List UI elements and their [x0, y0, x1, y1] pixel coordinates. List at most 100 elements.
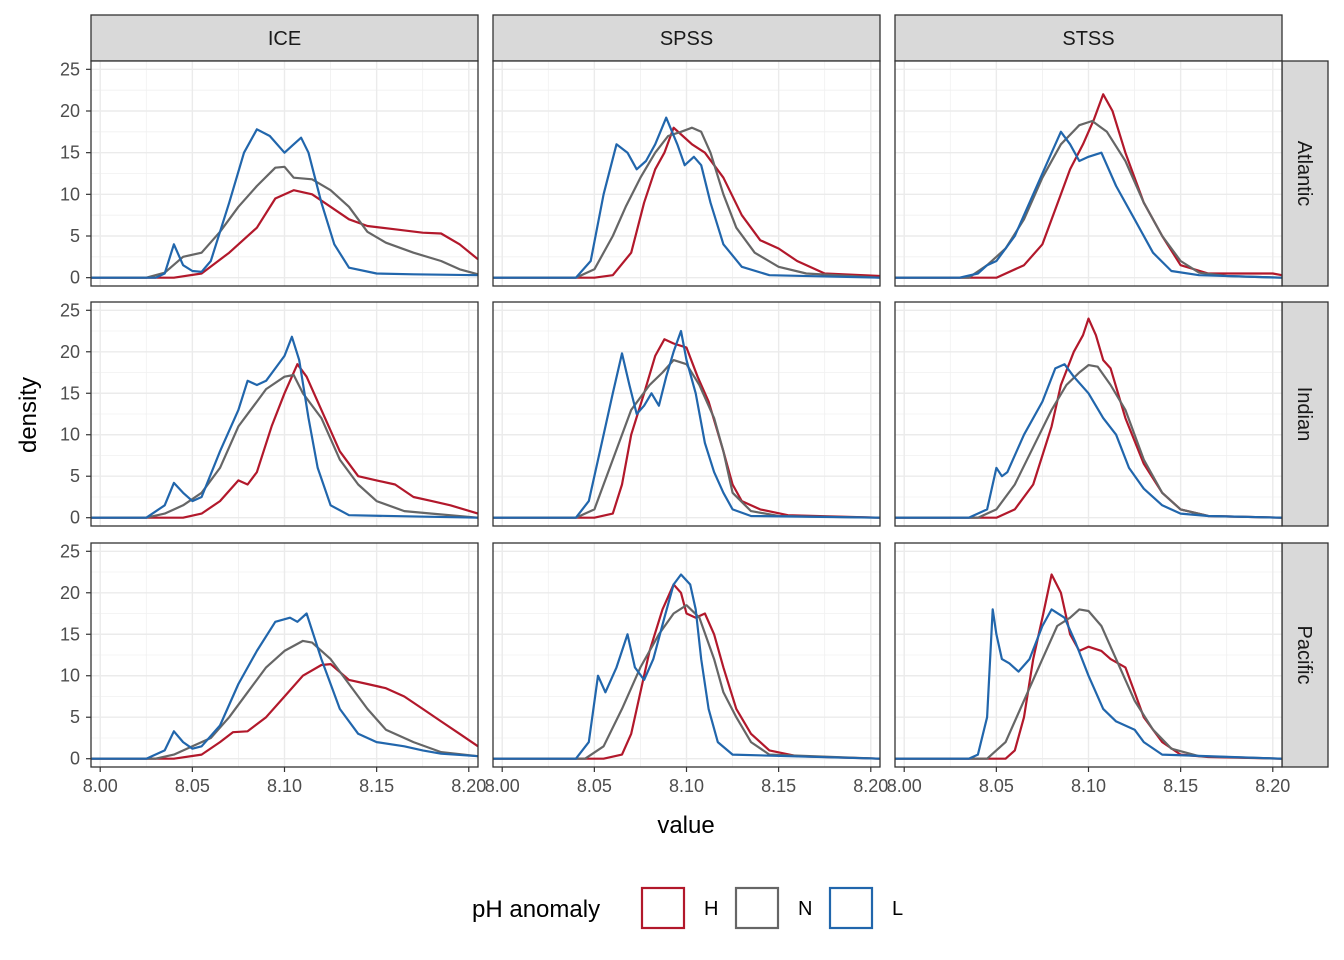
- strip-col-label: SPSS: [660, 28, 713, 50]
- y-tick-label: 0: [70, 268, 80, 288]
- series-line-n: [493, 604, 881, 760]
- series-line-l: [91, 335, 479, 519]
- legend-entry-l: L: [828, 886, 903, 930]
- strip-col-label: STSS: [1062, 28, 1114, 50]
- y-tick-label: 25: [60, 59, 80, 79]
- strip-col-stss: STSS: [894, 14, 1283, 62]
- x-tick-label: 8.15: [1163, 776, 1198, 796]
- series-line-h: [895, 573, 1283, 760]
- x-axis-stss: 8.00 8.05 8.10 8.15 8.20: [887, 767, 1290, 796]
- x-axes-layer: 8.00 8.05 8.10 8.15 8.208.00 8.05 8.10 8.15 8.20…: [83, 767, 1290, 796]
- strip-col-label: ICE: [268, 28, 301, 50]
- y-tick-label: 15: [60, 624, 80, 644]
- strip-row-indian: Indian: [1281, 301, 1329, 527]
- panel-indian-stss: [894, 301, 1283, 527]
- strip-row-label: Pacific: [1293, 626, 1315, 685]
- y-tick-label: 15: [60, 383, 80, 403]
- legend-label: N: [798, 898, 812, 920]
- x-tick-label: 8.20: [1255, 776, 1290, 796]
- series-line-l: [493, 573, 881, 760]
- series-line-n: [493, 126, 881, 279]
- y-axis-pacific: 0 5 10 15 20 25: [60, 541, 91, 769]
- series-line-h: [493, 126, 881, 279]
- y-axis-title: density: [15, 377, 42, 453]
- y-axis-atlantic: 0 5 10 15 20 25: [60, 59, 91, 288]
- series-line-n: [895, 608, 1283, 760]
- strip-row-box: [1281, 301, 1329, 527]
- panel-indian-spss: [492, 301, 881, 527]
- panel-atlantic-spss: [492, 60, 881, 287]
- y-tick-label: 10: [60, 666, 80, 686]
- series-line-l: [91, 612, 479, 760]
- x-tick-label: 8.20: [853, 776, 888, 796]
- series-line-l: [895, 363, 1283, 519]
- legend-key: [828, 886, 874, 930]
- panel-border: [894, 60, 1283, 287]
- y-tick-label: 20: [60, 583, 80, 603]
- strip-row-pacific: Pacific: [1281, 542, 1329, 768]
- panel-atlantic-ice: [90, 60, 479, 287]
- series-line-l: [493, 329, 881, 519]
- y-tick-label: 0: [70, 749, 80, 769]
- x-tick-label: 8.10: [267, 776, 302, 796]
- x-tick-label: 8.15: [359, 776, 394, 796]
- y-tick-label: 10: [60, 184, 80, 204]
- panel-border: [492, 301, 881, 527]
- panel-border: [90, 60, 479, 287]
- x-axis-spss: 8.00 8.05 8.10 8.15 8.20: [485, 767, 888, 796]
- strip-row-label: Indian: [1293, 387, 1315, 442]
- y-axes-layer: 0 5 10 15 20 25 0 5 10 15 20 25 0 5 10 15 20 25: [60, 59, 91, 769]
- panel-border: [90, 301, 479, 527]
- legend-key: [734, 886, 780, 930]
- legend-label: H: [704, 898, 718, 920]
- strip-col-box: [894, 14, 1283, 62]
- y-tick-label: 10: [60, 425, 80, 445]
- legend-key: [640, 886, 686, 930]
- strip-col-ice: ICE: [90, 14, 479, 62]
- panel-pacific-ice: [90, 542, 479, 768]
- x-tick-label: 8.10: [1071, 776, 1106, 796]
- panel-pacific-spss: [492, 542, 881, 768]
- series-line-n: [91, 373, 479, 519]
- strip-col-spss: SPSS: [492, 14, 881, 62]
- series-line-l: [493, 116, 881, 279]
- y-tick-label: 15: [60, 143, 80, 163]
- series-line-h: [91, 363, 479, 519]
- panel-pacific-stss: [894, 542, 1283, 768]
- strip-row-atlantic: Atlantic: [1281, 60, 1329, 287]
- series-line-n: [895, 364, 1283, 519]
- series-line-n: [895, 119, 1283, 279]
- x-tick-label: 8.05: [175, 776, 210, 796]
- legend-entry-n: N: [734, 886, 812, 930]
- panel-border: [492, 60, 881, 287]
- x-tick-label: 8.00: [83, 776, 118, 796]
- panel-atlantic-stss: [894, 60, 1283, 287]
- series-line-h: [493, 583, 881, 760]
- strip-row-label: Atlantic: [1293, 141, 1315, 207]
- legend: pH anomaly H N L: [472, 886, 903, 930]
- x-tick-label: 8.05: [979, 776, 1014, 796]
- y-tick-label: 25: [60, 541, 80, 561]
- y-tick-label: 0: [70, 508, 80, 528]
- strip-col-box: [492, 14, 881, 62]
- x-tick-label: 8.15: [761, 776, 796, 796]
- series-line-h: [493, 338, 881, 519]
- legend-label: L: [892, 898, 903, 920]
- y-tick-label: 5: [70, 707, 80, 727]
- y-tick-label: 5: [70, 226, 80, 246]
- y-tick-label: 20: [60, 101, 80, 121]
- series-line-l: [895, 608, 1283, 760]
- legend-entry-h: H: [640, 886, 718, 930]
- x-axis-title: value: [657, 812, 714, 839]
- series-line-n: [91, 165, 479, 279]
- panel-border: [894, 301, 1283, 527]
- series-line-h: [91, 663, 479, 760]
- series-line-n: [493, 359, 881, 519]
- strip-col-box: [90, 14, 479, 62]
- legend-title: pH anomaly: [472, 896, 600, 923]
- x-tick-label: 8.00: [887, 776, 922, 796]
- panels-layer: ICE SPSS STSS Atlantic Indian Pacific: [90, 14, 1329, 768]
- x-tick-label: 8.10: [669, 776, 704, 796]
- y-tick-label: 5: [70, 466, 80, 486]
